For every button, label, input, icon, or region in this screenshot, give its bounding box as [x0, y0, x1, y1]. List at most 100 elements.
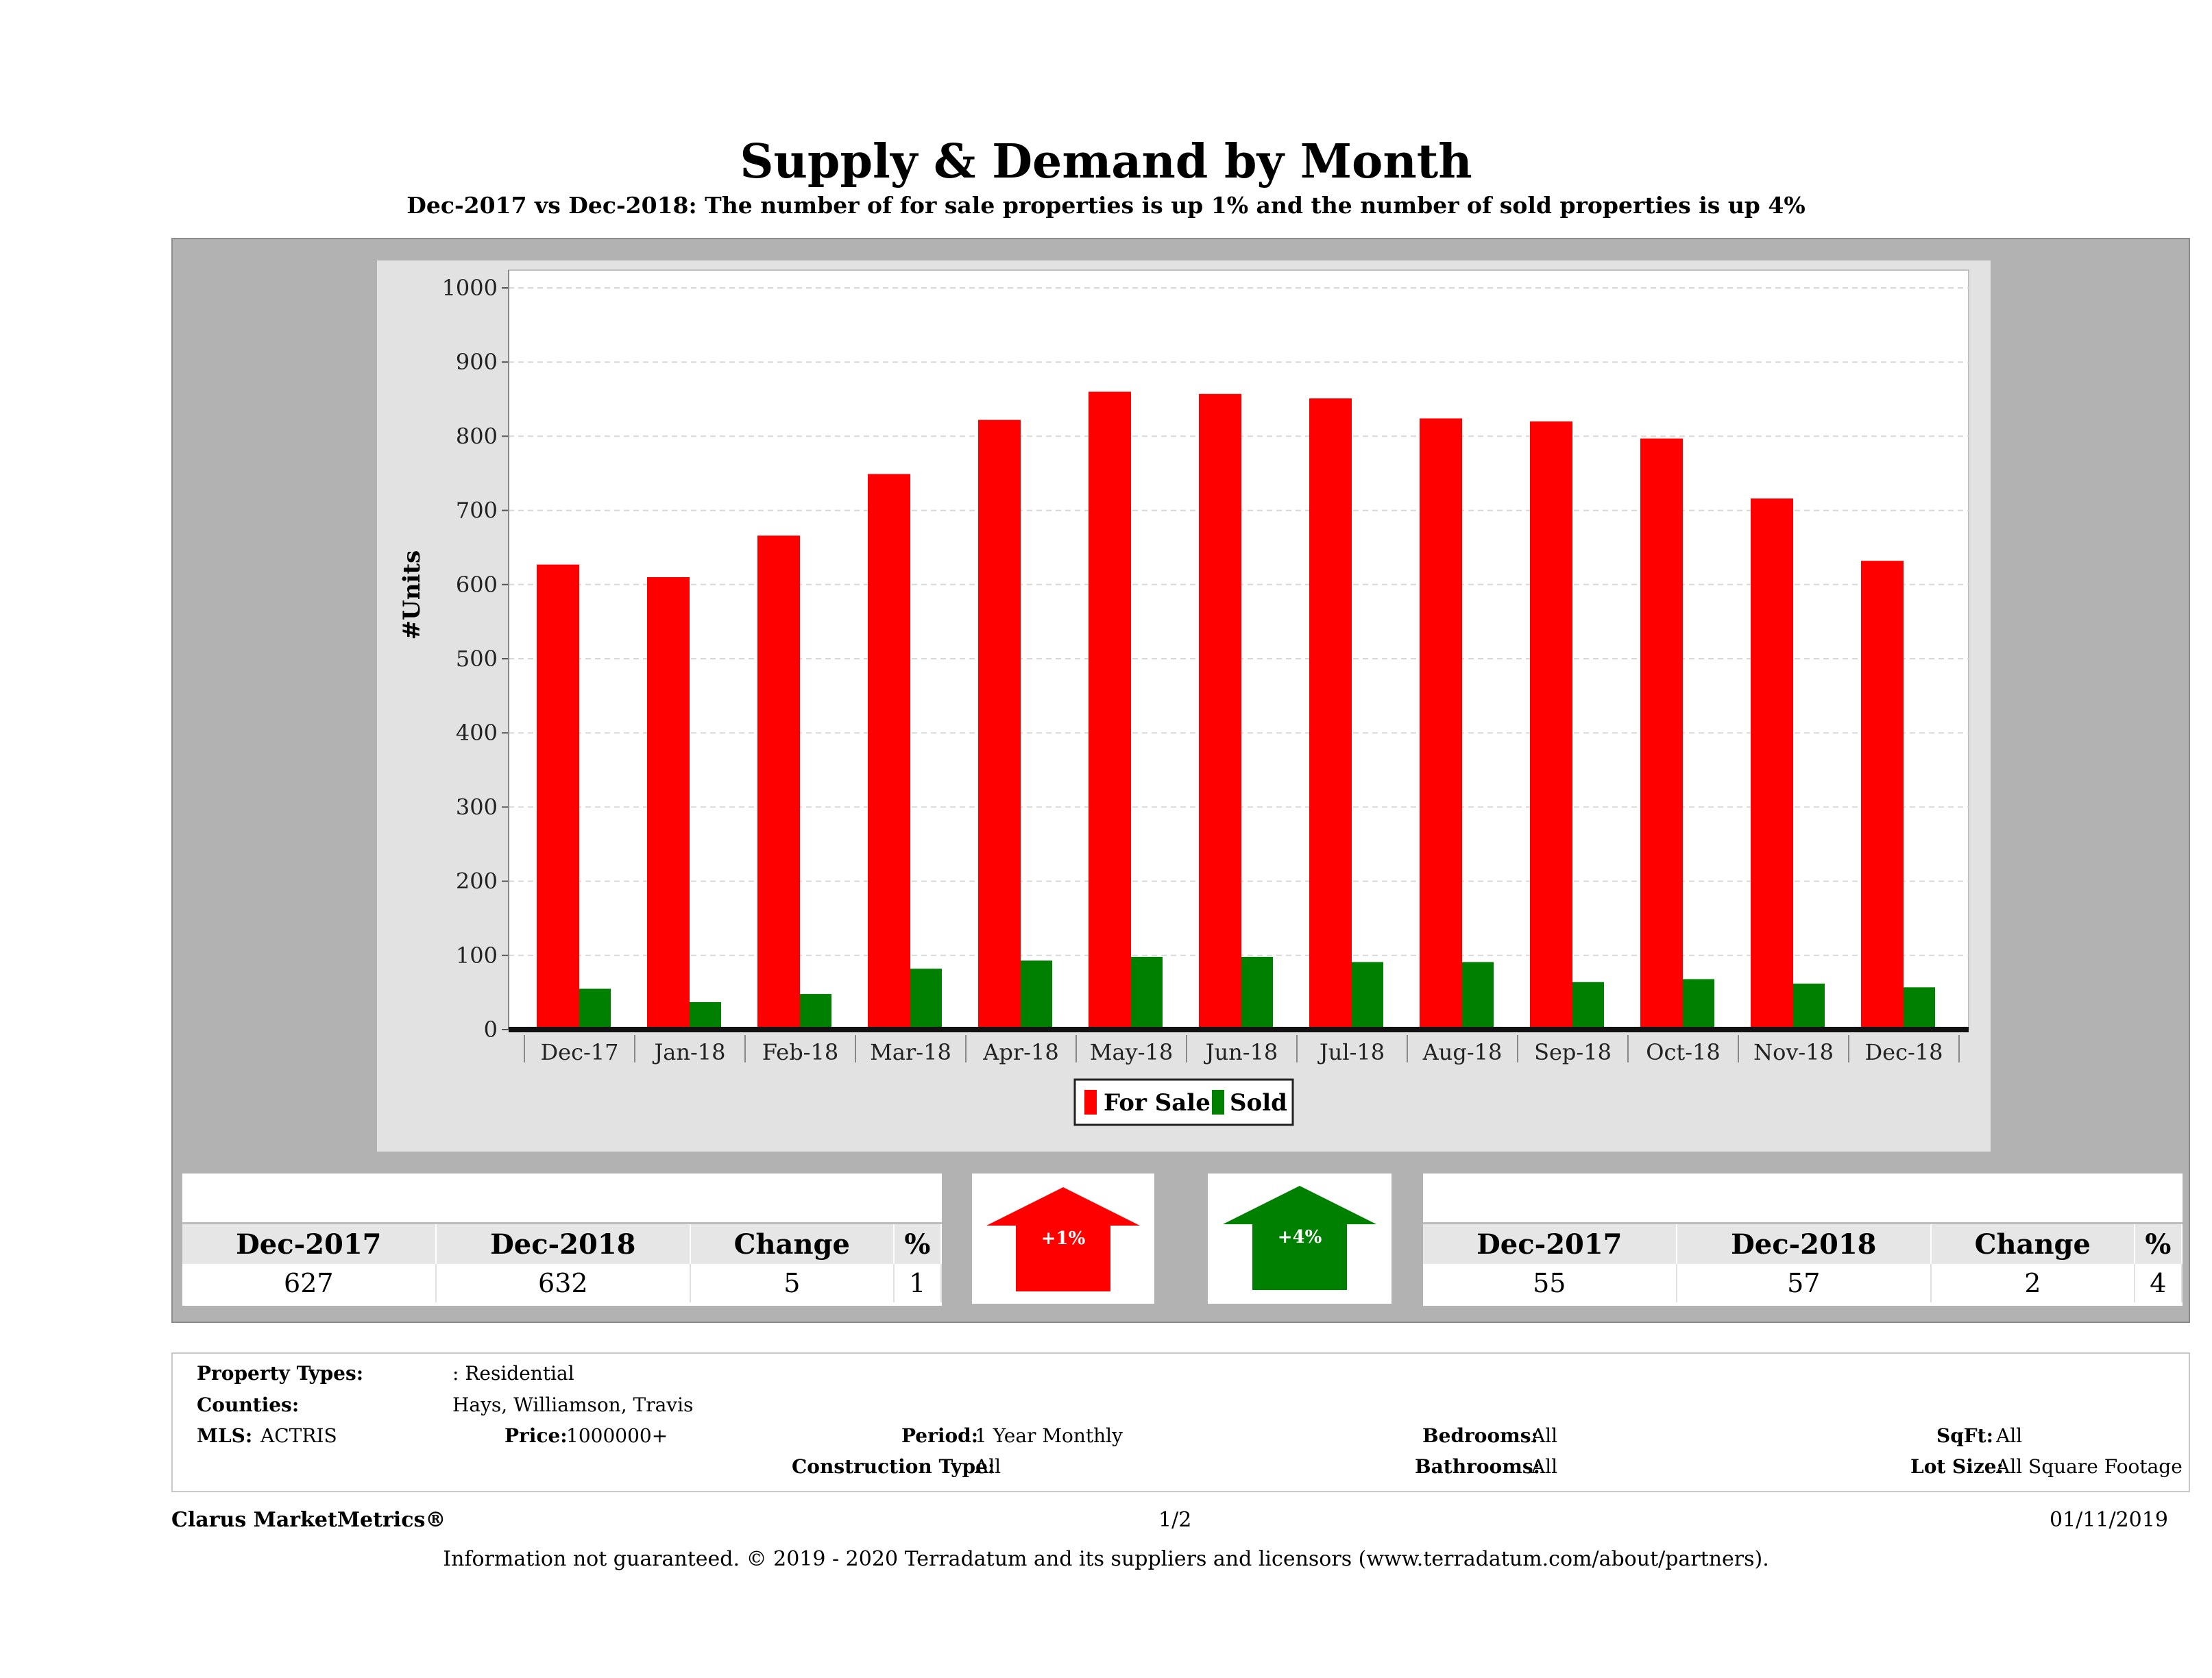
x-tick-label: Dec-17 — [540, 1039, 618, 1065]
mls-label: MLS: — [197, 1424, 253, 1447]
sold-header-percent: % — [2134, 1222, 2183, 1264]
for-sale-value-percent: 1 — [893, 1264, 943, 1302]
sold-stats-box: Dec-2017 Dec-2018 Change % 55 57 2 4 — [1423, 1174, 2183, 1306]
search-criteria: Property Types: : Residential Counties: … — [171, 1352, 2190, 1492]
for-sale-stats-table: Dec-2017 Dec-2018 Change % 627 632 5 1 — [182, 1222, 943, 1302]
report-date: 01/11/2019 — [2050, 1508, 2168, 1532]
bedrooms-label: Bedrooms: — [1422, 1424, 1538, 1447]
for-sale-bar — [1309, 398, 1352, 1030]
bathrooms-value: All — [1531, 1455, 1558, 1478]
x-tick-label: Oct-18 — [1646, 1039, 1721, 1065]
for-sale-bar — [537, 564, 579, 1030]
sold-value-dec2018: 57 — [1676, 1264, 1932, 1302]
for-sale-bar — [978, 420, 1021, 1030]
price-label: Price: — [505, 1424, 568, 1447]
x-tick-label: Feb-18 — [762, 1039, 838, 1065]
legend-sold-swatch — [1212, 1090, 1224, 1115]
x-tick-label: Mar-18 — [870, 1039, 951, 1065]
sqft-value: All — [1996, 1424, 2023, 1447]
x-tick-label: Apr-18 — [982, 1039, 1058, 1065]
sold-bar — [800, 994, 831, 1030]
for-sale-change-label: +1% — [1041, 1228, 1086, 1249]
sold-bar — [1793, 983, 1825, 1030]
y-tick-label: 400 — [456, 720, 498, 746]
sold-bar — [690, 1001, 721, 1030]
lot-size-value: All Square Footage — [1996, 1455, 2183, 1478]
for-sale-bar — [1640, 438, 1683, 1030]
sold-value-dec2017: 55 — [1423, 1264, 1677, 1302]
sold-bar — [910, 969, 942, 1030]
for-sale-value-dec2018: 632 — [435, 1264, 691, 1302]
sold-value-change: 2 — [1930, 1264, 2135, 1302]
for-sale-bar — [757, 535, 800, 1030]
for-sale-bar — [1751, 498, 1793, 1030]
for-sale-bar — [1420, 418, 1462, 1030]
legend-sold-label: Sold — [1230, 1089, 1287, 1117]
sold-bar — [1021, 960, 1052, 1030]
sold-header-dec2018: Dec-2018 — [1676, 1222, 1932, 1264]
sold-bar — [1131, 956, 1163, 1030]
sold-stats-table: Dec-2017 Dec-2018 Change % 55 57 2 4 — [1423, 1222, 2183, 1302]
for-sale-bar — [1199, 393, 1241, 1030]
for-sale-header-percent: % — [893, 1222, 943, 1264]
for-sale-bar — [1861, 561, 1904, 1030]
for-sale-stats-box: Dec-2017 Dec-2018 Change % 627 632 5 1 — [182, 1174, 943, 1306]
sold-bar — [1241, 956, 1273, 1030]
y-axis-label: #Units — [398, 550, 426, 640]
chart-area: 0 100 200 300 400 500 600 700 800 900 1000 #Units De… — [377, 260, 1991, 1152]
y-tick-label: 800 — [456, 423, 498, 449]
sold-header-change: Change — [1930, 1222, 2135, 1264]
mls-value: ACTRIS — [260, 1424, 337, 1447]
for-sale-bar — [1089, 391, 1131, 1030]
sold-value-percent: 4 — [2134, 1264, 2183, 1302]
bedrooms-value: All — [1531, 1424, 1558, 1447]
x-tick-label: Nov-18 — [1753, 1039, 1834, 1065]
for-sale-header-change: Change — [690, 1222, 895, 1264]
y-tick-label: 100 — [456, 943, 498, 969]
y-tick-label: 0 — [484, 1017, 498, 1043]
legend — [1073, 1078, 1294, 1126]
y-tick-label: 300 — [456, 794, 498, 820]
property-types-label: Property Types: — [197, 1362, 364, 1385]
x-tick-label: Dec-18 — [1864, 1039, 1943, 1065]
bar-chart: 0 100 200 300 400 500 600 700 800 900 1000 #Units De… — [398, 269, 1969, 1126]
property-types-value: : Residential — [452, 1362, 574, 1385]
period-label: Period: — [901, 1424, 979, 1447]
for-sale-bar — [1530, 421, 1572, 1030]
y-tick-label: 700 — [456, 498, 498, 524]
x-tick-label: Jun-18 — [1204, 1039, 1278, 1065]
sold-up-arrow-icon — [1223, 1186, 1376, 1290]
x-tick-label: May-18 — [1090, 1039, 1173, 1065]
disclaimer: Information not guaranteed. © 2019 - 202… — [443, 1547, 1769, 1571]
for-sale-bar — [868, 474, 910, 1030]
y-tick-label: 500 — [456, 646, 498, 672]
price-value: 1000000+ — [566, 1424, 668, 1447]
chart-subtitle: Dec-2017 vs Dec-2018: The number of for … — [406, 192, 1806, 219]
for-sale-value-dec2017: 627 — [182, 1264, 437, 1302]
for-sale-value-change: 5 — [690, 1264, 895, 1302]
y-tick-label: 1000 — [442, 275, 498, 301]
counties-label: Counties: — [197, 1394, 300, 1416]
x-tick-label: Aug-18 — [1422, 1039, 1503, 1065]
x-tick-label: Jul-18 — [1317, 1039, 1385, 1065]
legend-for-sale-swatch — [1084, 1090, 1097, 1115]
for-sale-up-arrow-icon — [986, 1187, 1140, 1291]
construction-type-label: Construction Type: — [792, 1455, 995, 1478]
x-tick-label: Sep-18 — [1534, 1039, 1612, 1065]
sold-bar — [1683, 979, 1714, 1030]
construction-type-value: All — [975, 1455, 1001, 1478]
lot-size-label: Lot Size: — [1910, 1455, 2004, 1478]
y-tick-label: 900 — [456, 349, 498, 375]
sold-bar — [1462, 962, 1494, 1030]
for-sale-change-box: +1% — [972, 1174, 1154, 1304]
page-number: 1/2 — [1158, 1508, 1192, 1532]
x-tick-label: Jan-18 — [652, 1039, 725, 1065]
sqft-label: SqFt: — [1936, 1424, 1993, 1447]
y-tick-label: 200 — [456, 868, 498, 895]
sold-change-label: +4% — [1277, 1227, 1322, 1248]
bathrooms-label: Bathrooms: — [1415, 1455, 1540, 1478]
for-sale-bar — [647, 576, 690, 1030]
sold-bar — [1572, 982, 1604, 1030]
counties-value: Hays, Williamson, Travis — [452, 1394, 694, 1416]
period-value: 1 Year Monthly — [975, 1424, 1123, 1447]
